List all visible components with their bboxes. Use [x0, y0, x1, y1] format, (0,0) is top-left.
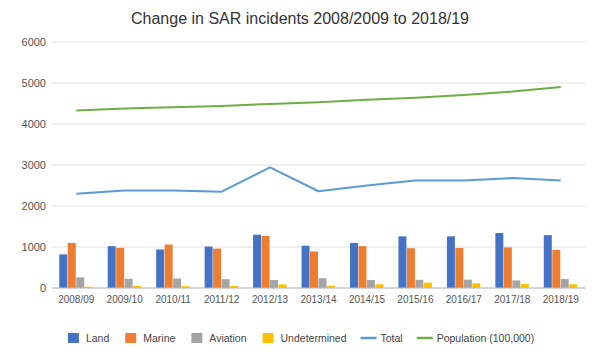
bar-series: [68, 236, 561, 288]
x-tick-label: 2015/16: [397, 294, 434, 305]
bar: [262, 236, 270, 288]
legend-swatch: [191, 333, 202, 343]
legend-label: Population (100,000): [437, 332, 535, 344]
legend-item: Marine: [125, 332, 175, 344]
bar: [561, 279, 569, 288]
x-tick-label: 2012/13: [252, 294, 289, 305]
x-tick-label: 2009/10: [107, 294, 144, 305]
bar: [472, 283, 480, 288]
legend-item: Undetermined: [263, 332, 347, 344]
legend-swatch: [360, 337, 376, 340]
grid-line: [52, 42, 585, 43]
bar: [544, 235, 552, 288]
grid-line: [52, 165, 585, 166]
legend-label: Marine: [143, 332, 175, 344]
bar: [165, 245, 173, 288]
legend-label: Aviation: [209, 332, 246, 344]
legend-item: Land: [68, 332, 110, 344]
bar: [213, 249, 221, 288]
y-tick-label: 6000: [22, 36, 46, 48]
bar: [319, 278, 327, 288]
chart-container: Change in SAR incidents 2008/2009 to 201…: [0, 0, 600, 360]
x-tick-label: 2018/19: [543, 294, 580, 305]
bar: [222, 279, 230, 288]
y-tick-label: 5000: [22, 77, 46, 89]
x-tick-label: 2016/17: [446, 294, 483, 305]
legend: Land Marine Aviation Undetermined Total Popul…: [68, 332, 534, 344]
marks: [59, 87, 577, 288]
x-axis-line: [52, 288, 585, 289]
legend-swatch: [263, 333, 274, 343]
bar: [415, 280, 423, 288]
legend-label: Land: [86, 332, 110, 344]
x-tick-label: 2011/12: [204, 294, 240, 305]
y-tick-label: 3000: [22, 159, 46, 171]
bar: [552, 250, 560, 288]
bar: [270, 280, 278, 288]
bar: [504, 247, 512, 288]
bar: [358, 246, 366, 288]
x-tick-label: 2008/09: [58, 294, 95, 305]
x-tick-label: 2014/15: [349, 294, 386, 305]
bar: [464, 280, 472, 288]
bar-series: [76, 277, 569, 288]
bar: [569, 284, 577, 288]
y-tick-label: 4000: [22, 118, 46, 130]
legend-item: Population (100,000): [417, 332, 535, 344]
line: [76, 167, 561, 193]
legend-label: Undetermined: [281, 332, 347, 344]
bar: [302, 246, 310, 288]
bar: [447, 236, 455, 288]
bar: [125, 279, 133, 288]
y-tick-label: 0: [40, 282, 46, 294]
bar: [521, 284, 529, 288]
bar: [424, 283, 432, 288]
bar: [279, 284, 287, 288]
bar: [512, 280, 520, 288]
bar: [495, 233, 503, 288]
bar: [205, 247, 213, 288]
chart-svg: Change in SAR incidents 2008/2009 to 201…: [0, 0, 600, 360]
bar: [173, 279, 181, 288]
line: [76, 87, 561, 110]
bar-series: [85, 283, 578, 288]
bar: [108, 246, 116, 288]
bar: [398, 236, 406, 288]
bar: [350, 243, 358, 288]
grid-line: [52, 247, 585, 248]
legend-swatch: [68, 333, 79, 343]
grid-line: [52, 124, 585, 125]
y-tick-label: 1000: [22, 241, 46, 253]
legend-swatch: [125, 333, 136, 343]
bar-series: [59, 233, 552, 288]
legend-swatch: [417, 337, 433, 340]
bar: [116, 248, 124, 288]
x-tick-label: 2017/18: [494, 294, 531, 305]
x-axis: 2008/09 2009/10 2010/11 2011/12 2012/13 2013/…: [58, 294, 579, 305]
y-tick-label: 2000: [22, 200, 46, 212]
grid-line: [52, 288, 585, 289]
bar: [455, 248, 463, 288]
bar: [68, 243, 76, 288]
bar: [76, 277, 84, 288]
legend-label: Total: [380, 332, 402, 344]
legend-item: Total: [360, 332, 402, 344]
chart-title: Change in SAR incidents 2008/2009 to 201…: [131, 10, 469, 27]
grid-line: [52, 83, 585, 84]
bar: [375, 284, 383, 288]
grid-line: [52, 206, 585, 207]
y-axis: 0 1000 2000 3000 4000 5000 6000: [22, 36, 585, 294]
bar: [407, 248, 415, 288]
x-tick-label: 2010/11: [155, 294, 191, 305]
bar: [156, 249, 164, 288]
legend-item: Aviation: [191, 332, 246, 344]
bar: [367, 280, 375, 288]
bar: [310, 252, 318, 288]
bar: [253, 235, 261, 288]
x-tick-label: 2013/14: [300, 294, 337, 305]
bar: [59, 254, 67, 288]
